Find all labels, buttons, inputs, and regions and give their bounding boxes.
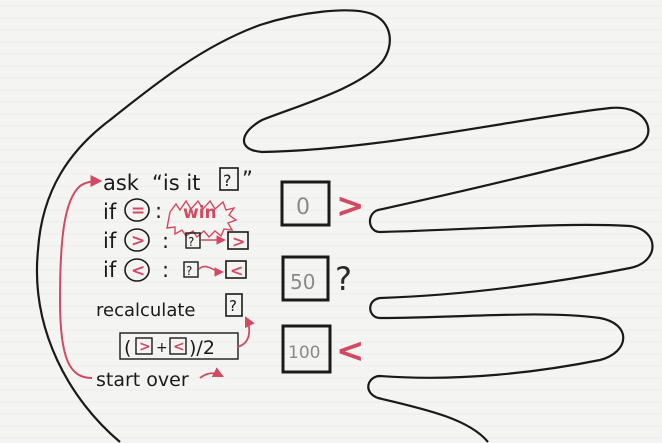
ask-quote-text: “is it [152,171,200,195]
formula-close-half: )/2 [189,337,215,359]
ask-text: ask [103,171,140,195]
less-from-box [183,261,199,278]
formula-to-recalc-arrow [236,316,255,348]
guess-box [281,255,330,302]
ask-close-quote: ” [242,167,253,191]
less-to-symbol: < [230,261,243,280]
greater-to-symbol: > [232,232,245,251]
greater-from-box [185,232,201,249]
recalculate-guess-mark: ? [229,297,237,315]
less-bubble [124,258,150,282]
greater-to-box [227,231,249,250]
start-over-underline-arrow [199,367,224,379]
low-bound-value: 0 [296,195,310,220]
hand-outline [35,9,654,443]
less-arrow-icon [198,265,224,277]
equal-symbol: = [131,201,145,221]
formula-less-symbol: < [173,339,185,355]
formula-plus: + [156,340,168,356]
guess-label: ? [335,260,352,298]
ask-guess-box [219,167,239,191]
high-bound-label: < [336,331,365,371]
low-bound-box [280,180,331,227]
if-less-text: if [103,258,117,282]
equal-bubble [124,198,150,222]
ask-guess-mark: ? [223,171,232,190]
start-over-loop-arrow [58,175,103,379]
if-equal-colon: : [155,199,162,223]
start-over-text: start over [96,369,189,391]
formula-greater-box [135,337,153,355]
low-bound-label: > [336,186,365,226]
recalculate-guess-box [225,293,243,317]
less-symbol: < [131,261,145,281]
greater-bubble [124,228,150,252]
high-bound-box [281,324,332,374]
high-bound-value: 100 [288,343,320,363]
if-equal-text: if [103,200,117,224]
greater-from-mark: ? [188,235,194,249]
formula-less-box [169,337,187,355]
recalculate-text: recalculate [96,300,195,321]
win-burst-icon [166,199,238,239]
formula-greater-symbol: > [139,339,151,355]
less-to-box [225,260,247,279]
formula-open-paren: ( [124,337,131,359]
steps-list: ask “is it ? ” if = : win if > : ? > if … [96,167,253,391]
if-less-colon: : [162,258,169,282]
less-from-mark: ? [186,264,192,278]
if-greater-text: if [103,229,117,253]
win-text: win [183,203,217,223]
greater-symbol: > [131,231,145,251]
guess-range-boxes: 0 > 50 ? 100 < [280,180,365,374]
if-greater-colon: : [162,229,169,253]
guess-value: 50 [290,270,315,294]
